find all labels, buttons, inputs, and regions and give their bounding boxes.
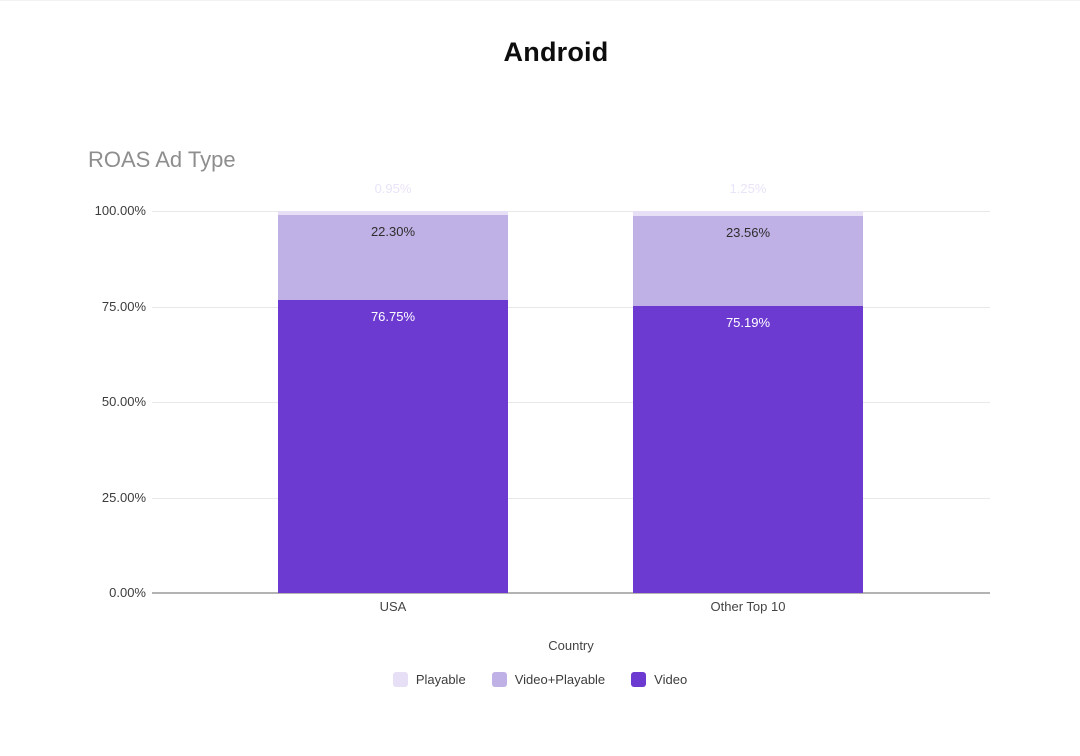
segment-value-label: 23.56% (725, 224, 771, 240)
y-tick-label: 50.00% (101, 394, 146, 409)
y-tick-label: 0.00% (109, 585, 146, 600)
y-tick-label: 100.00% (94, 203, 146, 218)
bar-segment-video-playable-other-top-10[interactable] (633, 215, 863, 306)
legend-swatch-icon (392, 672, 408, 687)
y-tick-label: 75.00% (101, 298, 146, 314)
bar-segment-video-other-top-10[interactable] (633, 305, 863, 593)
x-category-label: Other Top 10 (710, 599, 786, 614)
legend-label: Video (654, 672, 688, 687)
segment-value-label: 76.75% (370, 308, 416, 324)
gridline (152, 211, 990, 212)
legend-label: Video+Playable (514, 672, 606, 687)
legend-item-video-playable[interactable]: Video+Playable (491, 672, 606, 687)
bar-segment-video-usa[interactable] (278, 299, 508, 593)
bar-segment-video-playable-usa[interactable] (278, 214, 508, 300)
x-category-label: USA (379, 599, 407, 614)
gridline (152, 402, 990, 403)
segment-value-label: 22.30% (370, 223, 416, 239)
segment-value-label: 0.95% (374, 181, 412, 196)
legend-item-video[interactable]: Video (631, 672, 687, 687)
gridline (152, 497, 990, 499)
legend-swatch-icon (631, 672, 647, 687)
legend-swatch-icon (491, 672, 507, 687)
chart-title: ROAS Ad Type (88, 147, 236, 172)
gridline (152, 306, 990, 308)
x-axis-title: Country (548, 638, 594, 653)
segment-value-label: 1.25% (729, 181, 767, 196)
legend-item-playable[interactable]: Playable (392, 672, 466, 687)
legend: Playable Video+Playable Video (0, 672, 1080, 687)
bar-segment-playable-other-top-10[interactable] (633, 211, 863, 216)
segment-value-label: 75.19% (725, 314, 771, 330)
y-tick-label: 25.00% (101, 489, 146, 505)
legend-label: Playable (415, 672, 466, 687)
bar-segment-playable-usa[interactable] (278, 211, 508, 215)
x-axis-baseline (152, 592, 990, 594)
page-title: Android (503, 37, 609, 67)
